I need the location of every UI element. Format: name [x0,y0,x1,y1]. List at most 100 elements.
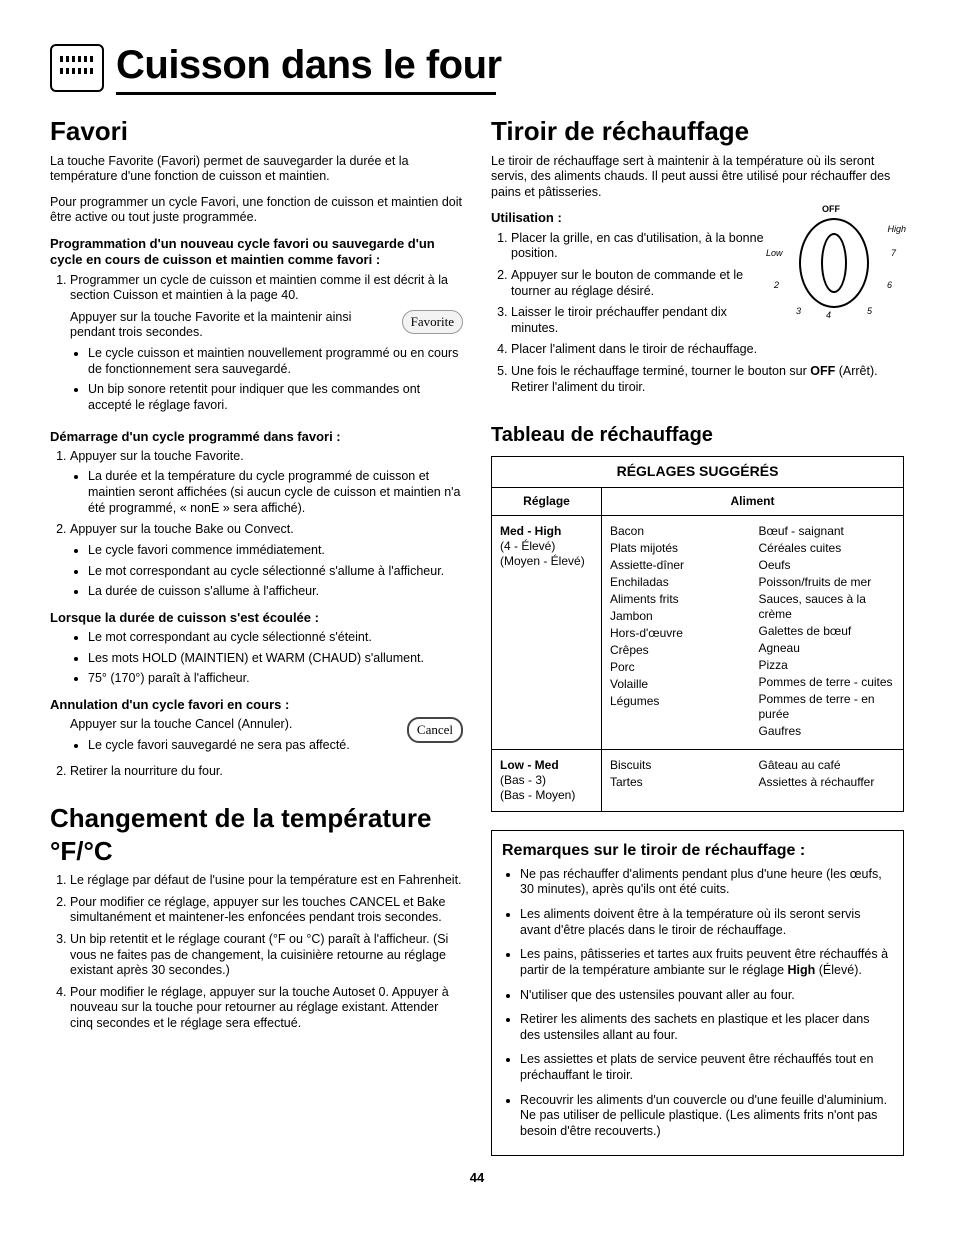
list-item: Une fois le réchauffage terminé, tourner… [511,364,904,395]
remarques-heading: Remarques sur le tiroir de réchauffage : [502,841,893,861]
food-item: Volaille [610,677,747,692]
cancel-button-icon: Cancel [407,717,463,743]
list-item: Placer l'aliment dans le tiroir de récha… [511,342,904,358]
reglages-table: RÉGLAGES SUGGÉRÉS Réglage Aliment Med - … [491,456,904,812]
table-col-aliment: Aliment [602,488,903,515]
favori-sub-3: Lorsque la durée de cuisson s'est écoulé… [50,610,463,626]
text-bold: High [788,963,816,977]
favori-heading: Favori [50,115,463,148]
favori-list-4: Cancel Appuyer sur la touche Cancel (Ann… [50,717,463,780]
favori-list-1: Programmer un cycle de cuisson et mainti… [50,273,463,419]
table-cell-food: Biscuits Tartes Gâteau au caféAssiettes à… [602,750,903,811]
setting-sub: (Bas - Moyen) [500,788,593,803]
food-item: Aliments frits [610,592,747,607]
remarques-box: Remarques sur le tiroir de réchauffage :… [491,830,904,1156]
tiroir-intro: Le tiroir de réchauffage sert à mainteni… [491,154,904,201]
setting-sub: (Bas - 3) [500,773,593,788]
nested-list: Le cycle favori commence immédiatement. … [70,543,463,600]
table-cell-setting: Med - High (4 - Élevé) (Moyen - Élevé) [492,516,602,749]
list-item: La durée et la température du cycle prog… [88,469,463,516]
list-item: Appuyer sur la touche Favorite. La durée… [70,449,463,517]
list-item: N'utiliser que des ustensiles pouvant al… [520,988,893,1004]
table-cell-food: Bacon Plats mijotés Assiette-dîner Enchilad… [602,516,903,749]
food-item: Légumes [610,694,747,709]
setting-sub: (4 - Élevé) [500,539,593,554]
list-item: Les mots HOLD (MAINTIEN) et WARM (CHAUD)… [88,651,463,667]
food-item: Galettes de bœuf [759,624,896,639]
dial-label-6: 6 [887,280,892,291]
setting-label: Low - Med [500,758,593,773]
table-col-reglage: Réglage [492,488,602,515]
dial-label-off: OFF [822,204,840,215]
list-item: La durée de cuisson s'allume à l'affiche… [88,584,463,600]
list-item: Retirer la nourriture du four. [70,764,463,780]
list-item: 75° (170°) paraît à l'afficheur. [88,671,463,687]
food-col-right: Gâteau au caféAssiettes à réchauffer [759,758,896,803]
favori-sub-1: Programmation d'un nouveau cycle favori … [50,236,463,269]
food-item: Crêpes [610,643,747,658]
list-item: Le mot correspondant au cycle sélectionn… [88,630,463,646]
table-row: Low - Med (Bas - 3) (Bas - Moyen) Biscui… [492,750,903,811]
list-item: Le cycle favori sauvegardé ne sera pas a… [88,738,463,754]
food-item: Pommes de terre - en purée [759,692,896,722]
food-item: Enchiladas [610,575,747,590]
dial-label-2: 2 [774,280,779,291]
text-bold: OFF [810,364,835,378]
nested-list: Le cycle favori sauvegardé ne sera pas a… [70,738,463,754]
food-item: Jambon [610,609,747,624]
food-item: Assiettes à réchauffer [759,775,896,790]
food-item: Sauces, sauces à la crème [759,592,896,622]
favorite-button-icon: Favorite [402,310,463,334]
food-item: Céréales cuites [759,541,896,556]
food-item: Bœuf - saignant [759,524,896,539]
favori-sub-4: Annulation d'un cycle favori en cours : [50,697,463,713]
food-item: Agneau [759,641,896,656]
food-item: Pizza [759,658,896,673]
food-item: Pommes de terre - cuites [759,675,896,690]
food-item: Biscuits [610,758,747,773]
food-item: Poisson/fruits de mer [759,575,896,590]
list-item: Un bip retentit et le réglage courant (°… [70,932,463,979]
list-item: Le cycle favori commence immédiatement. [88,543,463,559]
dial-knob [821,233,847,293]
list-item-text: Appuyer sur la touche Cancel (Annuler). [70,717,292,731]
page-number: 44 [50,1170,904,1186]
list-item: Le réglage par défaut de l'usine pour la… [70,873,463,889]
food-item: Oeufs [759,558,896,573]
list-item: Pour modifier ce réglage, appuyer sur le… [70,895,463,926]
list-item: Programmer un cycle de cuisson et mainti… [70,273,463,304]
text: Une fois le réchauffage terminé, tourner… [511,364,810,378]
remarques-list: Ne pas réchauffer d'aliments pendant plu… [502,867,893,1140]
food-item: Plats mijotés [610,541,747,556]
dial-label-low: Low [766,248,783,259]
list-item: Les assiettes et plats de service peuven… [520,1052,893,1083]
dial-label-7: 7 [891,248,896,259]
dial-label-4: 4 [826,310,831,321]
food-item: Assiette-dîner [610,558,747,573]
list-item: Les pains, pâtisseries et tartes aux fru… [520,947,893,978]
food-item: Tartes [610,775,747,790]
food-col-right: Bœuf - saignant Céréales cuites Oeufs Poiss… [759,524,896,741]
favori-sub-2: Démarrage d'un cycle programmé dans favo… [50,429,463,445]
list-item: Favorite Appuyer sur la touche Favorite … [70,310,463,419]
list-item-text: Appuyer sur la touche Favorite et la mai… [70,310,351,340]
nested-list: La durée et la température du cycle prog… [70,469,463,516]
dial-icon: OFF High Low 7 2 6 3 4 5 [764,210,904,320]
nested-list: Le cycle cuisson et maintien nouvellemen… [70,346,463,414]
table-title: RÉGLAGES SUGGÉRÉS [492,457,903,487]
list-item: Un bip sonore retentit pour indiquer que… [88,382,463,413]
list-item: Le cycle cuisson et maintien nouvellemen… [88,346,463,377]
page-title: Cuisson dans le four [116,40,502,90]
list-item: Les aliments doivent être à la températu… [520,907,893,938]
food-item: Porc [610,660,747,675]
list-item: Ne pas réchauffer d'aliments pendant plu… [520,867,893,898]
table-cell-setting: Low - Med (Bas - 3) (Bas - Moyen) [492,750,602,811]
favori-intro-1: La touche Favorite (Favori) permet de sa… [50,154,463,185]
favori-list-3: Le mot correspondant au cycle sélectionn… [70,630,463,687]
food-item: Bacon [610,524,747,539]
text: (Élevé). [815,963,862,977]
list-item: Appuyer sur la touche Bake ou Convect. L… [70,522,463,600]
table-row: Med - High (4 - Élevé) (Moyen - Élevé) B… [492,516,903,750]
temp-list: Le réglage par défaut de l'usine pour la… [50,873,463,1032]
left-column: Favori La touche Favorite (Favori) perme… [50,115,463,1156]
